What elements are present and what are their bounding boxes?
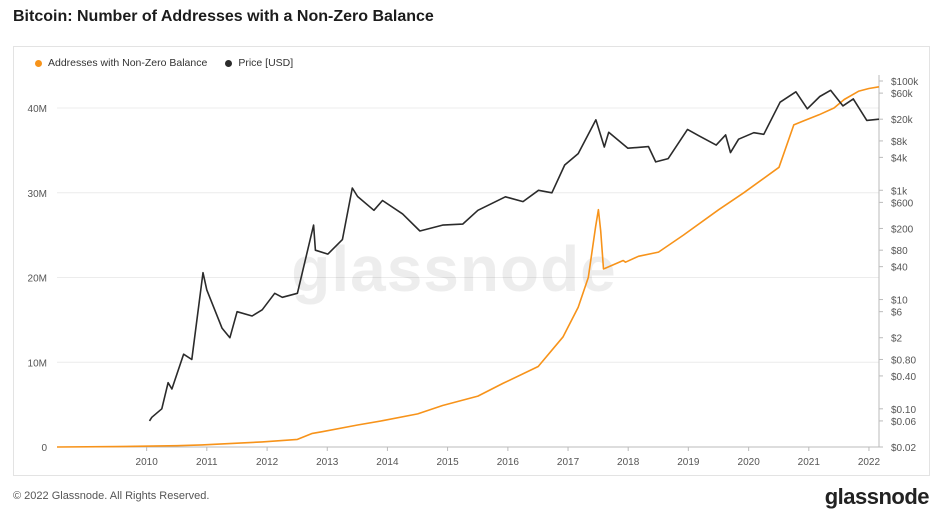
chart-title: Bitcoin: Number of Addresses with a Non-… [13, 8, 434, 25]
x-tick-label: 2021 [798, 457, 821, 468]
y-left-tick-label: 40M [28, 104, 47, 115]
y-right-tick-label: $20k [891, 115, 914, 126]
y-right-tick-label: $0.40 [891, 372, 916, 383]
glassnode-logo: glassnode [824, 484, 930, 509]
y-right-tick-label: $0.80 [891, 355, 916, 366]
legend-item-addresses[interactable]: Addresses with Non-Zero Balance [35, 57, 207, 69]
y-right-tick-label: $80 [891, 246, 908, 257]
legend-swatch-addresses [35, 59, 42, 67]
chart-legend: Addresses with Non-Zero Balance Price [U… [35, 57, 293, 69]
copyright-text: © 2022 Glassnode. All Rights Reserved. [13, 490, 210, 502]
watermark: glassnode [291, 233, 617, 305]
x-tick-label: 2014 [376, 457, 399, 468]
x-tick-label: 2011 [196, 457, 218, 468]
x-tick-label: 2018 [617, 457, 640, 468]
x-tick-label: 2016 [497, 457, 520, 468]
y-left-tick-label: 20M [28, 274, 47, 285]
y-right-tick-label: $8k [891, 137, 908, 148]
x-tick-label: 2020 [738, 457, 761, 468]
y-right-tick-label: $1k [891, 186, 908, 197]
y-right-tick-label: $100k [891, 77, 919, 88]
y-right-tick-label: $2 [891, 334, 903, 345]
series-line-addresses [56, 86, 880, 448]
legend-label-addresses: Addresses with Non-Zero Balance [48, 57, 208, 69]
y-right-tick-label: $0.10 [891, 405, 916, 416]
y-right-tick-label: $200 [891, 224, 914, 235]
x-tick-label: 2010 [136, 457, 159, 468]
y-right-tick-label: $0.02 [891, 443, 916, 454]
x-tick-label: 2019 [677, 457, 700, 468]
y-left-tick-label: 10M [28, 358, 47, 369]
y-right-tick-label: $6 [891, 308, 903, 319]
x-tick-label: 2015 [436, 457, 459, 468]
x-tick-label: 2022 [858, 457, 881, 468]
legend-swatch-price [225, 59, 233, 67]
x-tick-label: 2013 [316, 457, 339, 468]
y-right-tick-label: $40 [891, 263, 908, 274]
chart-plot: 0 10M 20M 30M 40M $0.02 $0.06$0.10 $0.40 $0.80 $2… [28, 75, 919, 468]
y-right-tick-label: $600 [891, 198, 914, 209]
legend-label-price: Price [USD] [238, 57, 294, 69]
series-line-price [148, 89, 880, 422]
x-tick-label: 2012 [256, 457, 279, 468]
x-tick-label: 2017 [557, 457, 580, 468]
legend-item-price[interactable]: Price [USD] [225, 57, 293, 69]
y-left-tick-label: 0 [41, 443, 47, 454]
y-right-tick-label: $10 [891, 296, 908, 307]
chart-card: Addresses with Non-Zero Balance Price [U… [13, 46, 930, 476]
y-right-tick-label: $0.06 [891, 417, 916, 428]
y-right-tick-label: $60k [891, 89, 914, 100]
y-right-tick-label: $4k [891, 153, 908, 164]
y-left-tick-label: 30M [28, 189, 47, 200]
